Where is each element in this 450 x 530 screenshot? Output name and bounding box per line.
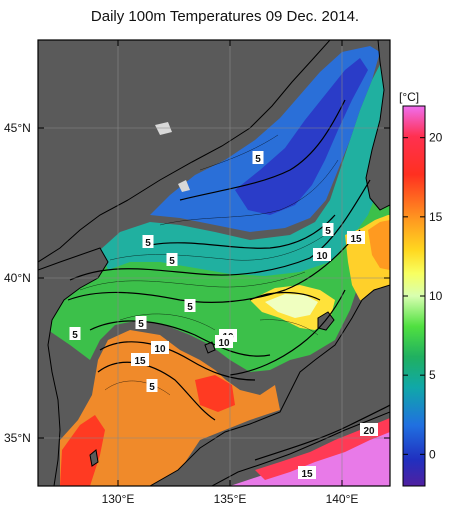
lon-label-140: 140°E xyxy=(326,492,359,506)
isotherm-label-box xyxy=(215,335,233,348)
isotherm-label: 5 xyxy=(149,382,155,393)
isotherm-label: 5 xyxy=(255,154,261,165)
isotherm-label-box xyxy=(69,327,81,340)
sea-red-patch xyxy=(60,415,105,486)
isotherm-label: 10 xyxy=(154,344,166,355)
colorbar-tick-label: 20 xyxy=(429,131,443,145)
land-hokkaido xyxy=(365,40,390,211)
isotherm-label-box xyxy=(135,316,147,329)
land-honshu xyxy=(148,284,390,486)
nodata-patch xyxy=(155,122,172,135)
sea-blue-north xyxy=(150,46,380,232)
grid xyxy=(38,40,390,486)
axis-ticks xyxy=(38,40,390,486)
land-korea xyxy=(38,247,109,486)
nodata-patch-2 xyxy=(178,180,190,192)
pacific-red-band xyxy=(255,418,390,480)
isotherm-label: 20 xyxy=(363,426,375,437)
isotherm-label-box xyxy=(131,353,149,366)
isotherm-label: 10 xyxy=(316,251,328,262)
land-oki xyxy=(204,341,216,354)
lat-label-45: 45°N xyxy=(4,121,31,135)
isotherm-label: 15 xyxy=(301,469,313,480)
colorbar-unit: [°C] xyxy=(399,90,419,104)
sea-orange-east xyxy=(368,220,390,270)
sea-warm-southwest xyxy=(60,330,280,486)
lon-label-130: 130°E xyxy=(102,492,135,506)
isotherm-label-box xyxy=(151,341,169,354)
isotherm-label-box xyxy=(142,235,154,248)
isotherm-label-box xyxy=(347,231,365,244)
sea-deep-blue xyxy=(235,58,368,215)
colorbar-tick-label: 0 xyxy=(429,447,436,461)
isotherm-label-box xyxy=(166,253,178,266)
sea-pale-core xyxy=(265,294,318,318)
lat-label-40: 40°N xyxy=(4,271,31,285)
map-frame xyxy=(37,39,391,487)
isotherm-label-box xyxy=(252,151,264,164)
colorbar-tick-label: 15 xyxy=(429,210,443,224)
isotherm-label: 5 xyxy=(325,226,331,237)
isotherm-label: 15 xyxy=(350,234,362,245)
colorbar-tick-label: 5 xyxy=(429,368,436,382)
land-tsushima xyxy=(89,449,99,467)
isotherm-label: 5 xyxy=(145,238,151,249)
isotherm-label: 5 xyxy=(187,302,193,313)
isotherm-label-box xyxy=(360,423,378,436)
lat-label-35: 35°N xyxy=(4,431,31,445)
isotherm-label-box xyxy=(322,223,334,236)
isotherm-label: 5 xyxy=(72,330,78,341)
isotherm-label-box xyxy=(146,379,158,392)
pacific-magenta xyxy=(230,422,390,486)
isotherm-label-box xyxy=(184,299,196,312)
sea-red-patch-2 xyxy=(195,375,235,412)
isotherm-label-box xyxy=(313,248,331,261)
isotherms-minor xyxy=(79,134,339,396)
isotherm-label: 15 xyxy=(134,356,146,367)
isotherm-label: 10 xyxy=(218,338,230,349)
land-asia-north xyxy=(38,40,331,263)
map-title: Daily 100m Temperatures 09 Dec. 2014. xyxy=(90,8,360,25)
isotherm-label: 5 xyxy=(169,256,175,267)
isotherm-labels: 555510155510151010551520 xyxy=(69,151,378,480)
isotherm-label: 5 xyxy=(138,319,144,330)
isotherms xyxy=(67,99,390,461)
colorbar-tick-label: 10 xyxy=(429,289,443,303)
lon-label-135: 135°E xyxy=(214,492,247,506)
land-sado xyxy=(317,311,335,331)
colorbar-ticks: 20 15 10 5 0 xyxy=(403,131,443,461)
sea-teal-band xyxy=(100,52,390,276)
isotherm-label-box xyxy=(298,466,316,479)
